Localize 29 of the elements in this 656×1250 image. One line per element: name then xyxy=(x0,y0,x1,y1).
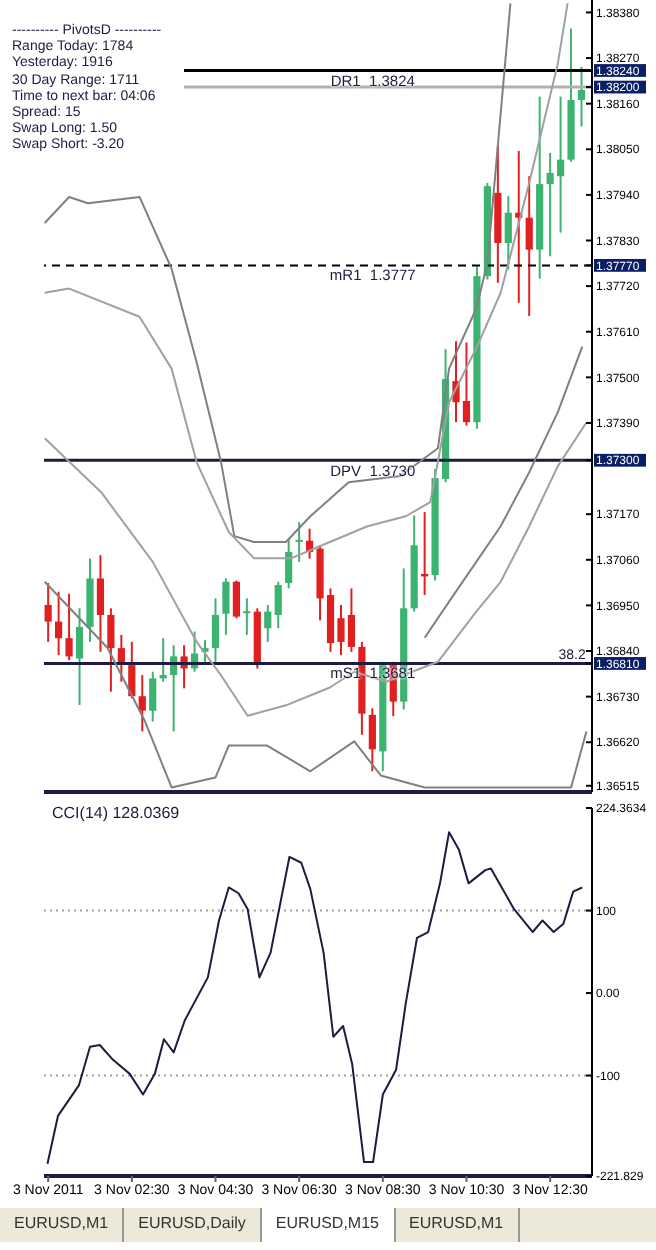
candlestick xyxy=(368,707,376,773)
candlestick xyxy=(55,590,63,657)
text: EURUSD,M15 xyxy=(261,1208,395,1242)
line-series xyxy=(423,345,584,639)
candlestick xyxy=(211,597,220,663)
chart-title: CCI(14) 128.0369 xyxy=(52,804,180,822)
candlestick xyxy=(243,597,251,636)
candlestick xyxy=(274,580,282,630)
text: EURUSD,Daily xyxy=(124,1208,262,1242)
candlestick xyxy=(149,670,157,723)
candlestick xyxy=(65,592,73,662)
candlestick xyxy=(285,537,293,590)
candlestick xyxy=(295,521,303,563)
line-series xyxy=(44,421,588,717)
candlestick xyxy=(44,582,52,643)
candlestick xyxy=(138,674,146,733)
candlestick xyxy=(75,607,84,706)
line-series xyxy=(44,580,588,789)
text: EURUSD,M1 xyxy=(395,1208,520,1242)
candlestick xyxy=(264,603,272,643)
candlestick xyxy=(504,195,512,271)
candlestick xyxy=(232,579,240,620)
text: EURUSD,M1 xyxy=(0,1208,125,1242)
candlestick xyxy=(525,175,533,317)
candlestick xyxy=(107,607,115,693)
candlestick xyxy=(128,640,136,700)
line-series xyxy=(46,831,584,1165)
candlestick xyxy=(96,554,105,653)
candlestick xyxy=(222,577,230,636)
